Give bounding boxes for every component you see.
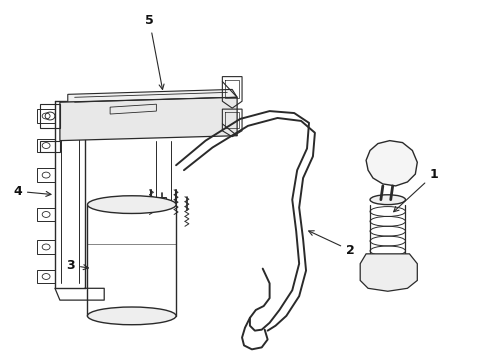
Polygon shape (68, 89, 237, 102)
Ellipse shape (370, 195, 406, 204)
Text: 4: 4 (13, 185, 51, 198)
Polygon shape (60, 97, 237, 141)
Polygon shape (360, 254, 417, 291)
Ellipse shape (370, 259, 406, 269)
Ellipse shape (88, 196, 176, 213)
Text: 2: 2 (309, 231, 355, 257)
Text: 3: 3 (67, 258, 88, 271)
Ellipse shape (88, 307, 176, 325)
Text: 5: 5 (145, 14, 164, 89)
Polygon shape (366, 141, 417, 186)
Text: 1: 1 (393, 168, 439, 212)
